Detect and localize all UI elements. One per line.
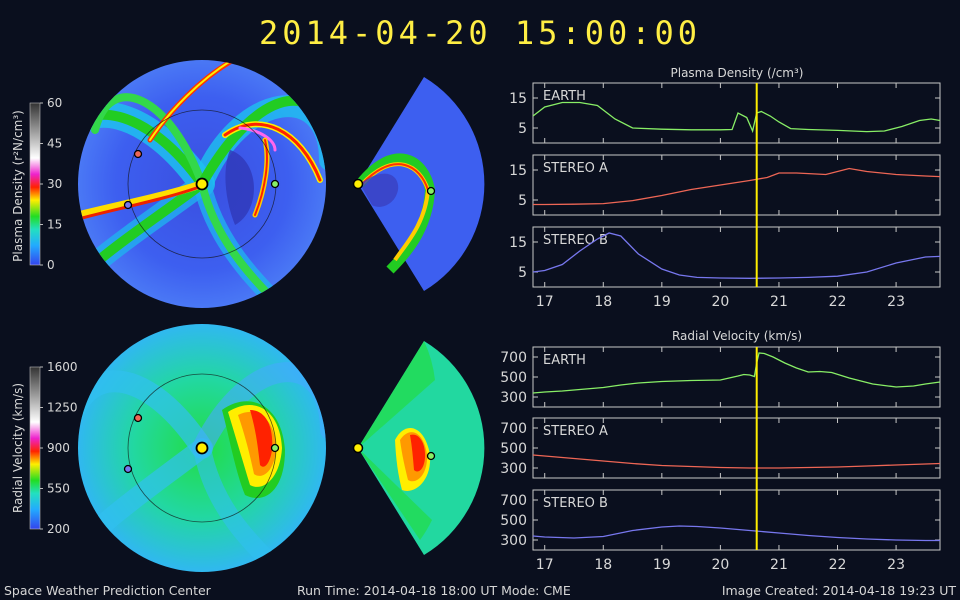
series-line: [532, 101, 941, 134]
colorbar-tick-label: 1250: [47, 401, 78, 415]
x-tick-label: 20: [711, 557, 729, 573]
y-tick-label: 5: [518, 193, 527, 209]
series-label: STEREO B: [543, 233, 608, 248]
y-tick-label: 700: [500, 493, 527, 509]
y-tick-label: 5: [518, 121, 527, 137]
x-tick-label: 23: [887, 294, 905, 310]
x-tick-label: 23: [887, 557, 905, 573]
y-tick-label: 700: [500, 421, 527, 437]
colorbar-tick-label: 1600: [47, 360, 78, 374]
series-label: STEREO A: [543, 424, 608, 439]
x-tick-label: 17: [536, 557, 554, 573]
y-tick-label: 300: [500, 533, 527, 549]
series-line: [532, 525, 940, 542]
y-tick-label: 700: [500, 350, 527, 366]
velocity-ecliptic-disk: [78, 324, 326, 572]
velocity-wedge-sun-marker: [352, 442, 364, 454]
series-label: EARTH: [543, 89, 586, 104]
x-tick-label: 22: [829, 557, 847, 573]
x-tick-label: 21: [770, 294, 788, 310]
footer-run-info: Run Time: 2014-04-18 18:00 UT Mode: CME: [297, 583, 571, 598]
velocity-colorbar-ticks: 1600 1250 900 550 200: [40, 360, 78, 536]
velocity-time-series: 700 500 300 EARTH 700 500 300 STEREO A 700 500 300…: [500, 346, 941, 573]
x-tick-label: 18: [594, 557, 612, 573]
colorbar-tick-label: 200: [47, 522, 70, 536]
y-tick-label: 15: [509, 163, 527, 179]
chart-frame: [532, 82, 941, 144]
colorbar-tick-label: 45: [47, 137, 62, 151]
earth-marker: [270, 179, 280, 189]
series-line: [532, 454, 941, 469]
timestamp-title: 2014-04-20 15:00:00: [258, 14, 702, 52]
density-ecliptic-disk: [78, 60, 326, 308]
stereo-a-marker: [133, 149, 143, 159]
footer-image-created: Image Created: 2014-04-18 19:23 UT: [721, 583, 956, 598]
series-label: STEREO B: [543, 496, 608, 511]
x-tick-label: 17: [536, 294, 554, 310]
x-tick-label: 19: [653, 294, 671, 310]
density-chart-title: Plasma Density (/cm³): [671, 66, 804, 80]
colorbar-tick-label: 900: [47, 441, 70, 455]
x-tick-label: 18: [594, 294, 612, 310]
colorbar-tick-label: 30: [47, 177, 62, 191]
colorbar-tick-label: 0: [47, 258, 55, 272]
y-tick-label: 500: [500, 513, 527, 529]
wedge-sun-marker: [352, 178, 364, 190]
x-tick-label: 22: [829, 294, 847, 310]
velocity-colorbar-label: Radial Velocity (km/s): [11, 383, 25, 513]
velocity-wedge-earth-marker: [426, 451, 436, 461]
velocity-sun-marker: [195, 441, 209, 455]
chart-frame: [532, 154, 941, 216]
series-line: [532, 352, 941, 394]
colorbar-tick-label: 15: [47, 218, 62, 232]
series-line: [533, 167, 941, 206]
y-tick-label: 500: [500, 370, 527, 386]
density-colorbar-ticks: 60 45 30 15 0: [40, 96, 62, 272]
velocity-chart-title: Radial Velocity (km/s): [672, 329, 802, 343]
x-tick-label: 20: [711, 294, 729, 310]
x-tick-label: 19: [653, 557, 671, 573]
velocity-earth-marker: [270, 443, 280, 453]
density-colorbar-label: Plasma Density (r²N/cm³): [11, 110, 25, 262]
sun-marker: [195, 177, 209, 191]
density-time-series: 15 5 EARTH 15 5 STEREO A 15 5 STEREO B 17 18 19 20 21…: [509, 82, 941, 310]
y-tick-label: 500: [500, 441, 527, 457]
colorbar-tick-label: 550: [47, 482, 70, 496]
velocity-colorbar: 1600 1250 900 550 200 Radial Velocity (km/s): [11, 360, 78, 536]
stereo-b-marker: [123, 200, 133, 210]
y-tick-label: 300: [500, 461, 527, 477]
x-tick-label: 21: [770, 557, 788, 573]
density-colorbar: 60 45 30 15 0 Plasma Density (r²N/cm³): [11, 96, 62, 272]
series-label: STEREO A: [543, 161, 608, 176]
y-tick-label: 300: [500, 390, 527, 406]
y-tick-label: 15: [509, 91, 527, 107]
footer-organization: Space Weather Prediction Center: [4, 583, 211, 598]
series-label: EARTH: [543, 353, 586, 368]
velocity-meridional-wedge: [352, 341, 485, 555]
density-meridional-wedge: [352, 77, 485, 291]
colorbar-tick-label: 60: [47, 96, 62, 110]
series-line: [532, 232, 941, 279]
wedge-earth-marker: [426, 186, 436, 196]
y-tick-label: 5: [518, 265, 527, 281]
velocity-stereo-b-marker: [123, 464, 133, 474]
y-tick-label: 15: [509, 235, 527, 251]
velocity-stereo-a-marker: [133, 413, 143, 423]
